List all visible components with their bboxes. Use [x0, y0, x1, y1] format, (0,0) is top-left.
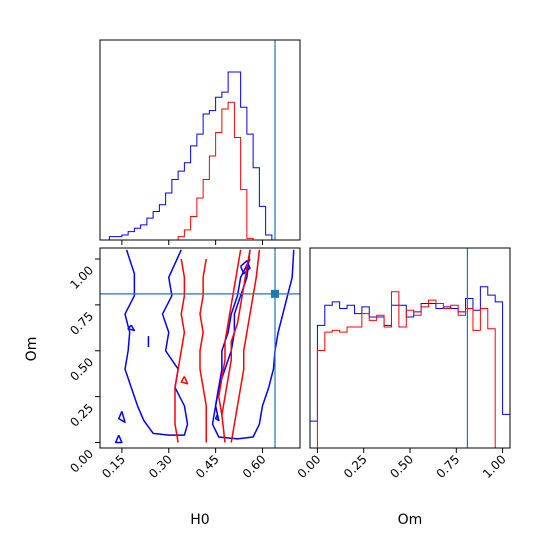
h0-histogram-panel: [99, 39, 301, 245]
h0-om-contour-panel: 0.15 0.30 0.45 0.60 0.00 0.25 0.50 0.75 1.00 H0…: [24, 247, 301, 528]
om-y-tick-label: 0.50: [67, 355, 96, 384]
contour-frame: [99, 247, 301, 449]
om-x-tick-label: 0.00: [295, 452, 324, 481]
contour-line-blue: [127, 324, 136, 332]
om-x-tick-label: 0.25: [341, 452, 370, 481]
contour-line-blue: [124, 249, 189, 436]
contour-line-red: [221, 249, 251, 443]
om-y-tick-label: 0.25: [67, 401, 96, 430]
histogram-series-blue: [310, 286, 510, 448]
contour-line-blue: [211, 249, 295, 440]
contour-line-blue: [239, 260, 251, 275]
contour-line-blue: [118, 411, 126, 424]
om-x-tick-label: 1.00: [480, 452, 509, 481]
om-y-axis-label: Om: [24, 337, 40, 362]
om-y-tick-label: 1.00: [67, 263, 96, 292]
om-y-tick-label: 0.00: [67, 447, 96, 476]
contour-line-blue: [114, 434, 123, 444]
contour-line-red: [230, 249, 261, 443]
h0-x-tick-label: 0.60: [240, 452, 269, 481]
om-x-tick-label: 0.50: [387, 452, 416, 481]
om-axis-label: Om: [398, 512, 423, 528]
contour-line-red: [180, 376, 189, 385]
h0-histogram-frame: [99, 39, 301, 241]
truth-marker: [271, 289, 279, 298]
h0-x-tick-label: 0.45: [193, 452, 222, 481]
histogram-series-red: [310, 291, 510, 448]
om-histogram-frame: [309, 247, 511, 449]
om-y-tick-label: 0.75: [67, 309, 96, 338]
h0-x-tick-label: 0.30: [146, 452, 175, 481]
histogram-series-red: [100, 101, 279, 240]
contour-line-red: [199, 258, 207, 443]
contour-line-red: [174, 258, 186, 443]
contour-line-red: [218, 249, 242, 416]
om-x-tick-label: 0.75: [434, 452, 463, 481]
contour-line-blue: [214, 414, 220, 422]
h0-axis-label: H0: [190, 512, 209, 528]
h0-x-tick-label: 0.15: [99, 452, 128, 481]
histogram-series-blue: [100, 71, 279, 240]
om-histogram-panel: 0.00 0.25 0.50 0.75 1.00 Om: [295, 247, 511, 528]
